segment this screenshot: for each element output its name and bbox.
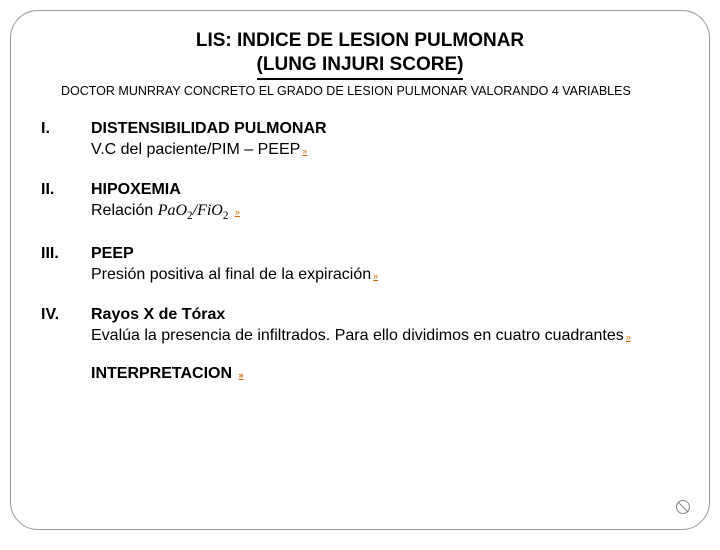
item-desc: Evalúa la presencia de infiltrados. Para… [91,327,631,344]
slide-number-icon [675,499,691,515]
title-line-1: LIS: INDICE DE LESION PULMONAR [196,30,524,51]
item-title: DISTENSIBILIDAD PULMONAR [91,120,327,137]
item-desc: Presión positiva al final de la expiraci… [91,266,378,283]
list-item: I. DISTENSIBILIDAD PULMONAR V.C del paci… [41,118,679,161]
item-desc: V.C del paciente/PIM – PEEP» [91,141,307,158]
slide-title: LIS: INDICE DE LESION PULMONAR (LUNG INJ… [41,29,679,80]
formula-pao2-fio2: PaO2/FiO2 [158,202,229,219]
item-desc: Relación PaO2/FiO2 » [91,202,240,219]
interpretation-label: INTERPRETACION » [41,365,679,383]
detail-link[interactable]: » [239,370,244,380]
title-line-2: (LUNG INJURI SCORE) [257,53,464,80]
variable-list: I. DISTENSIBILIDAD PULMONAR V.C del paci… [41,118,679,347]
list-item: IV. Rayos X de Tórax Evalúa la presencia… [41,304,679,347]
roman-numeral: IV. [41,304,79,326]
detail-link[interactable]: » [235,207,240,217]
roman-numeral: III. [41,243,79,265]
detail-link[interactable]: » [373,271,378,281]
item-title: PEEP [91,245,134,262]
detail-link[interactable]: » [302,146,307,156]
roman-numeral: I. [41,118,79,140]
slide-subtitle: DOCTOR MUNRRAY CONCRETO EL GRADO DE LESI… [41,84,679,98]
list-item: II. HIPOXEMIA Relación PaO2/FiO2 » [41,179,679,225]
roman-numeral: II. [41,179,79,201]
slide-frame: LIS: INDICE DE LESION PULMONAR (LUNG INJ… [10,10,710,530]
list-item: III. PEEP Presión positiva al final de l… [41,243,679,286]
item-title: HIPOXEMIA [91,181,181,198]
item-title: Rayos X de Tórax [91,306,225,323]
detail-link[interactable]: » [626,332,631,342]
